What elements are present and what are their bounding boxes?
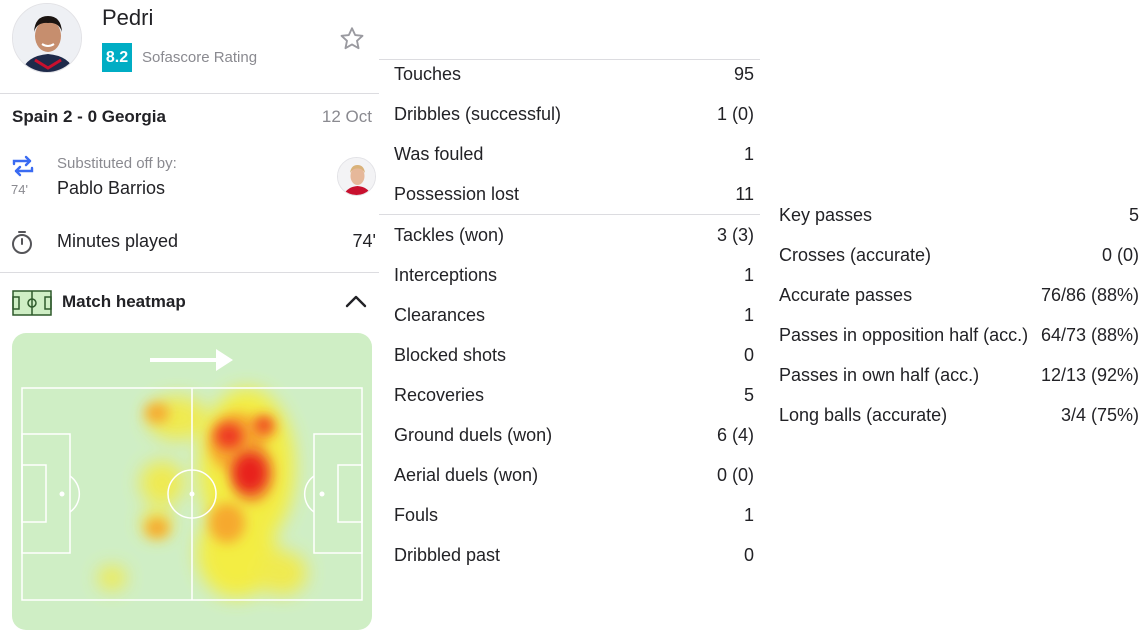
stat-row-touches: Touches 95: [394, 54, 754, 94]
heatmap-title: Match heatmap: [62, 292, 186, 311]
stat-value: 5: [1128, 204, 1139, 225]
stat-value: 12/13 (92%): [1040, 364, 1139, 385]
divider: [379, 214, 760, 215]
stat-value: 11: [735, 183, 754, 204]
rating-badge: 8.2: [102, 43, 132, 72]
stopwatch-icon: [10, 229, 34, 255]
player-panel: Pedri 8.2 Sofascore Rating Spain 2 - 0 G…: [0, 0, 379, 631]
stat-value: 0 (0): [716, 464, 754, 485]
substitution-label: Substituted off by:: [57, 155, 177, 172]
stat-label: Passes in opposition half (acc.): [779, 324, 1029, 345]
stat-row-key-passes: Key passes 5: [779, 195, 1139, 235]
swap-arrows-icon: [10, 153, 36, 179]
stat-value: 1: [743, 504, 754, 525]
stat-label: Fouls: [394, 504, 439, 525]
stat-row-was-fouled: Was fouled 1: [394, 134, 754, 174]
stat-value: 95: [733, 63, 754, 84]
stat-value: 1: [743, 264, 754, 285]
arrow-right-icon: [150, 349, 233, 371]
stat-label: Touches: [394, 63, 462, 84]
stat-row-clearances: Clearances 1: [394, 295, 754, 335]
stat-row-dribbled-past: Dribbled past 0: [394, 535, 754, 575]
divider: [0, 93, 379, 94]
stat-label: Clearances: [394, 304, 486, 325]
player-avatar[interactable]: [12, 3, 82, 73]
substitution-minute: 74': [11, 182, 28, 197]
minutes-played-label: Minutes played: [57, 231, 179, 251]
match-date: 12 Oct: [321, 107, 372, 126]
stat-row-crosses: Crosses (accurate) 0 (0): [779, 235, 1139, 275]
stat-label: Accurate passes: [779, 284, 913, 305]
stat-value: 0: [743, 544, 754, 565]
stat-row-interceptions: Interceptions 1: [394, 255, 754, 295]
stat-label: Dribbled past: [394, 544, 501, 565]
stat-label: Passes in own half (acc.): [779, 364, 980, 385]
star-outline-icon[interactable]: [338, 25, 366, 53]
stat-label: Was fouled: [394, 143, 484, 164]
stat-row-tackles: Tackles (won) 3 (3): [394, 215, 754, 255]
stat-value: 3/4 (75%): [1060, 404, 1139, 425]
stat-row-recoveries: Recoveries 5: [394, 375, 754, 415]
stat-label: Long balls (accurate): [779, 404, 948, 425]
stat-label: Key passes: [779, 204, 873, 225]
stat-value: 6 (4): [716, 424, 754, 445]
rating-label: Sofascore Rating: [142, 49, 258, 66]
player-name: Pedri: [102, 5, 154, 30]
divider: [0, 272, 379, 273]
stat-value: 0 (0): [1101, 244, 1139, 265]
stat-row-dribbles: Dribbles (successful) 1 (0): [394, 94, 754, 134]
stat-label: Possession lost: [394, 183, 520, 204]
stat-value: 1: [743, 304, 754, 325]
stat-label: Dribbles (successful): [394, 103, 562, 124]
stat-label: Interceptions: [394, 264, 498, 285]
match-title[interactable]: Spain 2 - 0 Georgia: [12, 107, 166, 126]
substitute-player-avatar[interactable]: [337, 157, 376, 196]
stat-value: 5: [743, 384, 754, 405]
heatmap-pitch: [12, 333, 372, 630]
stat-row-ground-duels: Ground duels (won) 6 (4): [394, 415, 754, 455]
substitute-player-name[interactable]: Pablo Barrios: [57, 178, 166, 198]
stat-row-fouls: Fouls 1: [394, 495, 754, 535]
stat-label: Recoveries: [394, 384, 485, 405]
divider: [379, 59, 760, 60]
stat-row-long-balls: Long balls (accurate) 3/4 (75%): [779, 395, 1139, 435]
stat-value: 76/86 (88%): [1040, 284, 1139, 305]
stat-row-passes-opposition-half: Passes in opposition half (acc.) 64/73 (…: [779, 315, 1139, 355]
stat-value: 1: [743, 143, 754, 164]
stat-value: 0: [743, 344, 754, 365]
stat-row-aerial-duels: Aerial duels (won) 0 (0): [394, 455, 754, 495]
stat-row-blocked-shots: Blocked shots 0: [394, 335, 754, 375]
stat-label: Blocked shots: [394, 344, 507, 365]
stat-label: Ground duels (won): [394, 424, 553, 445]
chevron-up-icon[interactable]: [342, 290, 370, 314]
minutes-played-value: 74': [352, 231, 376, 251]
stat-value: 64/73 (88%): [1040, 324, 1139, 345]
stat-label: Crosses (accurate): [779, 244, 932, 265]
stat-value: 1 (0): [716, 103, 754, 124]
stat-value: 3 (3): [716, 224, 754, 245]
stat-label: Aerial duels (won): [394, 464, 539, 485]
stat-label: Tackles (won): [394, 224, 505, 245]
stat-row-passes-own-half: Passes in own half (acc.) 12/13 (92%): [779, 355, 1139, 395]
pitch-icon: [12, 290, 52, 316]
stat-row-possession-lost: Possession lost 11: [394, 174, 754, 214]
stat-row-accurate-passes: Accurate passes 76/86 (88%): [779, 275, 1139, 315]
